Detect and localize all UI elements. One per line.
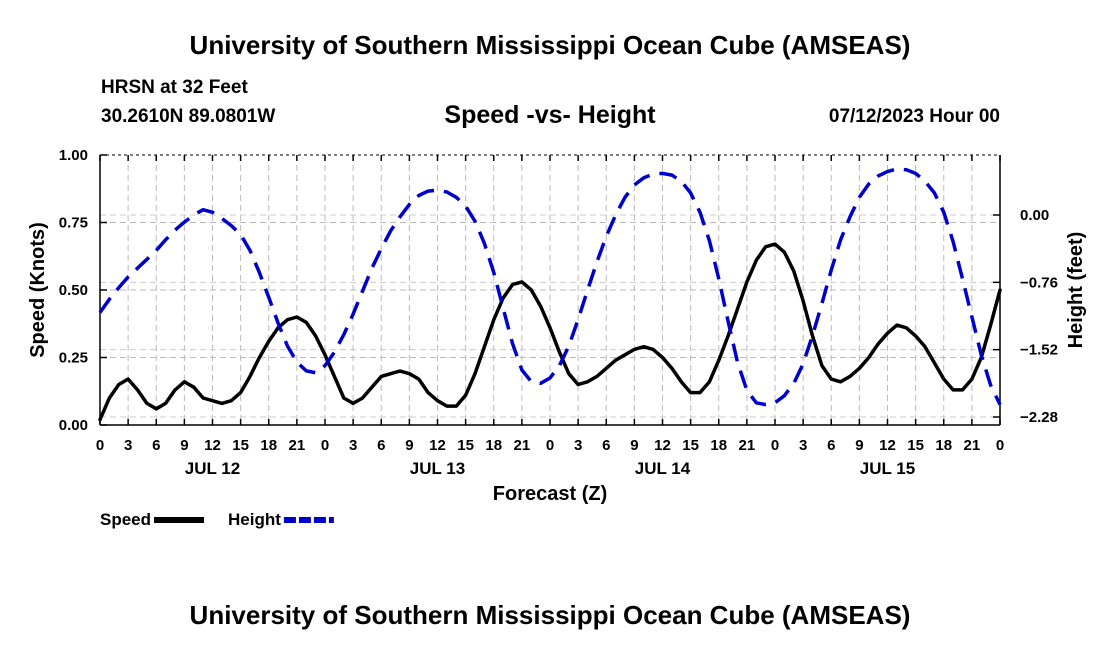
x-tick-label: 0	[996, 437, 1004, 454]
x-tick-label: 9	[405, 437, 413, 454]
x-tick-label: 6	[152, 437, 160, 454]
legend-label-height: Height	[228, 510, 281, 529]
x-tick-label: 0	[546, 437, 554, 454]
x-tick-label: 9	[630, 437, 638, 454]
x-axis-title: Forecast (Z)	[493, 483, 607, 505]
x-tick-label: 0	[771, 437, 779, 454]
grid	[100, 155, 1000, 425]
x-tick-label: 21	[964, 437, 981, 454]
y2-tick-label: −1.52	[1020, 342, 1058, 359]
day-label: JUL 15	[860, 459, 915, 478]
x-tick-label: 12	[204, 437, 221, 454]
x-tick-label: 21	[289, 437, 306, 454]
x-tick-label: 12	[429, 437, 446, 454]
x-tick-label: 3	[574, 437, 582, 454]
chart-subtitle: Speed -vs- Height	[444, 101, 656, 129]
legend-label-speed: Speed	[100, 510, 151, 529]
station-coords: 30.2610N 89.0801W	[101, 106, 276, 127]
x-tick-label: 15	[907, 437, 924, 454]
x-tick-label: 12	[879, 437, 896, 454]
speed-series-line	[98, 242, 1002, 422]
x-tick-label: 3	[124, 437, 132, 454]
x-tick-label: 18	[710, 437, 727, 454]
y-tick-label: 0.00	[59, 417, 88, 434]
footer-title: University of Southern Mississippi Ocean…	[189, 600, 911, 630]
x-tick-label: 15	[457, 437, 474, 454]
chart-title: University of Southern Mississippi Ocean…	[189, 30, 911, 60]
y-tick-label: 0.75	[59, 215, 88, 232]
x-tick-label: 15	[682, 437, 699, 454]
x-tick-label: 6	[377, 437, 385, 454]
axes	[99, 154, 1001, 426]
y2-tick-label: 0.00	[1020, 207, 1049, 224]
x-tick-label: 6	[602, 437, 610, 454]
day-label: JUL 14	[635, 459, 691, 478]
x-tick-label: 21	[739, 437, 756, 454]
y-tick-label: 0.50	[59, 282, 88, 299]
y-tick-label: 1.00	[59, 147, 88, 164]
y2-axis-title: Height (feet)	[1065, 232, 1087, 349]
x-tick-label: 3	[799, 437, 807, 454]
x-tick-label: 6	[827, 437, 835, 454]
y-tick-label: 0.25	[59, 350, 88, 367]
y-axis-title: Speed (Knots)	[27, 222, 49, 358]
station-label: HRSN at 32 Feet	[101, 77, 248, 98]
legend: Speed Height	[100, 510, 334, 529]
y2-tick-label: −2.28	[1020, 409, 1058, 426]
x-tick-label: 0	[321, 437, 329, 454]
x-tick-label: 18	[485, 437, 502, 454]
day-label: JUL 12	[185, 459, 240, 478]
x-tick-label: 18	[260, 437, 277, 454]
axis-labels: 0 3 6 9 12 15 18 21 0 3 6 9 12 15 18 21 0 3 6 9 12 15 18 21 0 3 6 9…	[27, 147, 1087, 505]
x-tick-label: 9	[855, 437, 863, 454]
x-tick-label: 21	[514, 437, 531, 454]
x-tick-label: 0	[96, 437, 104, 454]
x-tick-label: 9	[180, 437, 188, 454]
forecast-datetime: 07/12/2023 Hour 00	[828, 106, 1000, 127]
height-series-line	[98, 167, 1002, 407]
day-label: JUL 13	[410, 459, 465, 478]
x-tick-label: 18	[935, 437, 952, 454]
y2-tick-label: −0.76	[1020, 274, 1058, 291]
x-tick-label: 12	[654, 437, 671, 454]
x-tick-label: 15	[232, 437, 249, 454]
series	[98, 167, 1002, 422]
x-tick-label: 3	[349, 437, 357, 454]
